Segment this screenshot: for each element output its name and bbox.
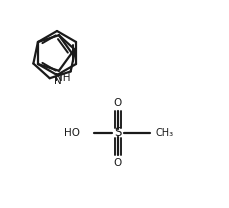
Text: NH: NH xyxy=(55,73,70,83)
Text: HO: HO xyxy=(64,128,80,138)
Text: O: O xyxy=(113,158,122,168)
Text: N: N xyxy=(54,76,61,86)
Text: O: O xyxy=(113,98,122,108)
Text: S: S xyxy=(114,126,121,140)
Text: CH₃: CH₃ xyxy=(155,128,173,138)
